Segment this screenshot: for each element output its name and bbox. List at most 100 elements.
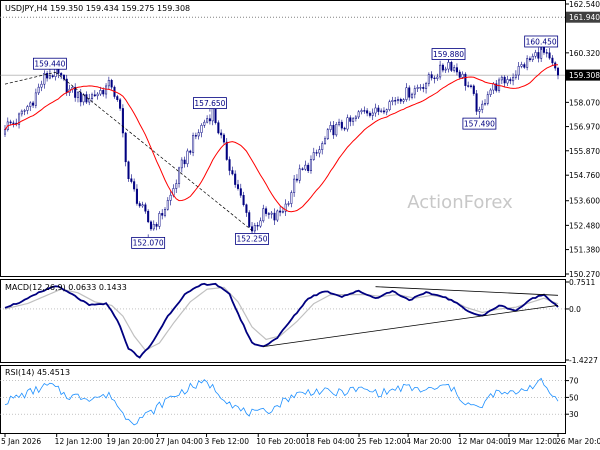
candle-body xyxy=(551,57,554,64)
candle-body xyxy=(183,159,186,165)
resistance-price-label: 161.940 xyxy=(569,13,600,22)
candle-body xyxy=(441,64,444,71)
rsi-tick-label: 30 xyxy=(569,410,579,419)
candle-body xyxy=(304,164,307,170)
candle-body xyxy=(12,122,15,124)
candle-body xyxy=(469,85,473,87)
candle-body xyxy=(222,134,225,143)
candle-body xyxy=(234,173,237,185)
price-tick-label: 154.760 xyxy=(569,171,600,180)
candle-body xyxy=(483,103,487,105)
price-panel-frame xyxy=(0,0,566,277)
candle-body xyxy=(503,76,506,84)
candle-body xyxy=(48,75,51,79)
candle-body xyxy=(194,135,197,137)
price-tick-label: 155.870 xyxy=(569,147,600,156)
price-annotation-box xyxy=(462,117,497,130)
candle-body xyxy=(534,52,537,57)
time-tick-label: 5 Jan 2026 xyxy=(1,437,41,446)
candle-body xyxy=(408,87,411,98)
macd-lines xyxy=(4,282,559,359)
price-annotation-label: 157.490 xyxy=(464,119,495,128)
watermark: ActionForex xyxy=(407,192,513,213)
candle-body xyxy=(309,159,312,172)
candle-body xyxy=(366,110,369,114)
price-tick-label: 153.600 xyxy=(569,197,600,206)
candle-body xyxy=(402,99,405,102)
candle-body xyxy=(512,77,515,82)
candle-body xyxy=(444,68,447,71)
candle-body xyxy=(189,150,192,153)
candle-body xyxy=(548,52,551,59)
candle-body xyxy=(3,129,7,135)
rsi-title: RSI(14) 45.4513 xyxy=(5,368,70,377)
time-tick-label: 18 Feb 04:00 xyxy=(305,437,354,446)
time-tick-label: 19 Jan 20:00 xyxy=(106,437,154,446)
candle-body xyxy=(220,132,223,136)
chart-title: USDJPY,H4 159.350 159.434 159.275 159.30… xyxy=(5,4,190,13)
candle-body xyxy=(138,203,141,207)
rsi-tick-label: 70 xyxy=(569,377,579,386)
candle-body xyxy=(20,110,23,115)
candle-body xyxy=(450,62,453,71)
candle-body xyxy=(192,135,195,153)
price-annotation-label: 152.070 xyxy=(133,239,164,248)
candle-body xyxy=(545,52,548,54)
rsi-grid xyxy=(0,380,565,415)
time-tick-label: 26 Mar 20:00 xyxy=(556,437,600,446)
candle-body xyxy=(467,85,470,87)
candle-body xyxy=(231,170,234,175)
macd-trendlines xyxy=(263,286,559,348)
candle-body xyxy=(486,94,489,104)
candle-body xyxy=(399,99,402,102)
candle-body xyxy=(32,102,35,106)
candle-body xyxy=(206,118,209,123)
candle-body xyxy=(312,152,315,160)
candle-body xyxy=(537,52,540,59)
candle-body xyxy=(295,178,298,181)
candle-body xyxy=(321,143,324,150)
candle-body xyxy=(520,64,523,67)
time-tick-label: 4 Mar 20:00 xyxy=(406,437,452,446)
candle-body xyxy=(290,192,293,204)
macd-trendline xyxy=(375,286,559,296)
candle-body xyxy=(340,121,343,129)
macd-signal-line xyxy=(4,286,559,351)
time-tick-label: 25 Feb 12:00 xyxy=(357,437,406,446)
candle-body xyxy=(265,208,268,214)
candle-body xyxy=(374,107,377,114)
price-trendlines xyxy=(4,71,253,231)
candle-body xyxy=(506,79,509,84)
candle-body xyxy=(228,159,231,171)
candle-body xyxy=(124,132,127,163)
candle-body xyxy=(411,93,414,98)
price-annotation-box xyxy=(131,236,166,249)
candle-body xyxy=(396,99,400,101)
candle-body xyxy=(166,200,169,210)
candle-body xyxy=(301,168,304,170)
candle-body xyxy=(349,117,352,122)
price-tick-label: 156.970 xyxy=(569,123,600,132)
candle-body xyxy=(352,118,355,122)
candle-body xyxy=(34,92,37,106)
candle-body xyxy=(307,164,310,172)
candle-body xyxy=(385,109,388,113)
candle-body xyxy=(270,212,273,215)
price-candles xyxy=(3,42,560,236)
candle-body xyxy=(455,67,458,73)
candle-body xyxy=(119,99,122,109)
candle-body xyxy=(495,83,498,91)
rsi-axis: 70 50 30 xyxy=(565,377,579,419)
candle-body xyxy=(489,89,492,95)
candle-body xyxy=(436,76,439,79)
candle-body xyxy=(149,221,152,230)
candle-body xyxy=(276,210,279,221)
rsi-panel-frame xyxy=(0,365,566,434)
price-tick-label: 160.320 xyxy=(569,49,600,58)
candle-body xyxy=(425,83,428,89)
candle-body xyxy=(51,75,54,77)
candle-body xyxy=(360,110,363,113)
candle-body xyxy=(531,55,534,61)
